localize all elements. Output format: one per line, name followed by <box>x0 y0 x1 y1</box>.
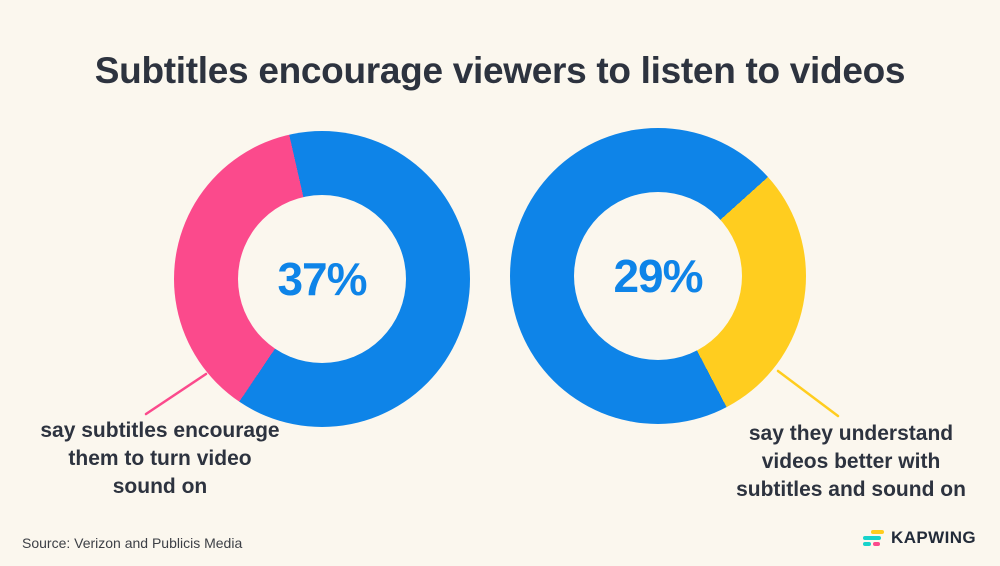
brand-name: KAPWING <box>891 528 976 547</box>
caption-line: say they understand <box>748 422 954 445</box>
donut-value-left: 37% <box>277 253 367 305</box>
donut-chart-right: 29% <box>510 128 806 424</box>
donut-value-right: 29% <box>613 250 703 302</box>
caption-line: videos better with <box>761 450 941 473</box>
callout-line-left <box>144 372 208 416</box>
brand-logo: KAPWING <box>863 528 976 548</box>
page-title: Subtitles encourage viewers to listen to… <box>94 50 906 91</box>
donut-hole-right: 29% <box>574 192 742 360</box>
caption-line: say subtitles encourage <box>40 419 280 442</box>
source-note: Source: Verizon and Publicis Media <box>22 535 243 551</box>
donut-hole-left: 37% <box>238 195 406 363</box>
caption-line: subtitles and sound on <box>736 478 966 501</box>
donut-caption-right: say they understand videos better with s… <box>702 420 1000 504</box>
donut-caption-left: say subtitles encourage them to turn vid… <box>8 417 312 501</box>
callout-line-right <box>776 369 840 418</box>
kapwing-logo-icon <box>863 529 885 547</box>
donut-chart-left: 37% <box>174 131 470 427</box>
caption-line: sound on <box>112 475 208 498</box>
caption-line: them to turn video <box>68 447 252 470</box>
